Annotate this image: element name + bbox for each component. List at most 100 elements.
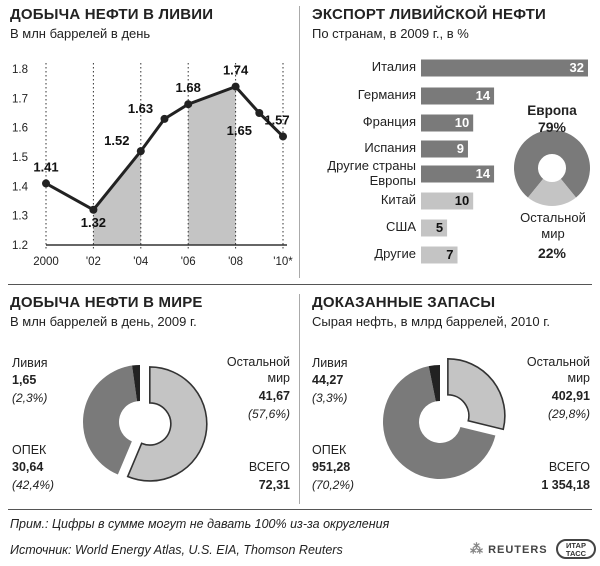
x-tick-labels: 2000 '02 '04 '06 '08 '10*	[33, 256, 293, 268]
data-label: 1.65	[227, 123, 252, 138]
bar-value-label: 7	[446, 247, 454, 262]
bar-value-label: 5	[435, 220, 444, 235]
series-line	[45, 84, 285, 212]
y-tick-label: 1.4	[12, 181, 29, 193]
shaded-periods	[93, 86, 236, 245]
reserves-total-value: 1 354,18	[541, 478, 590, 492]
rest-value: 22%	[537, 245, 567, 261]
world-opec-slice	[82, 365, 138, 475]
data-point	[255, 109, 264, 117]
bar	[421, 59, 588, 77]
world-opec-value: 30,64	[12, 460, 44, 474]
bar	[421, 165, 495, 183]
data-label: 1.32	[81, 215, 106, 230]
data-label: 1.63	[128, 101, 153, 116]
vertical-divider-bottom	[299, 294, 300, 504]
reserves-opec-pct: (70,2%)	[312, 478, 355, 492]
bar-value-label: 9	[456, 141, 464, 156]
data-point	[89, 205, 98, 214]
x-tick-label: 2000	[33, 256, 59, 268]
production-line	[45, 84, 285, 212]
horizontal-divider-middle	[8, 284, 592, 285]
reuters-dots-icon: ⁂	[470, 541, 484, 556]
world-donut-slices	[82, 365, 208, 482]
x-tick-label: '02	[86, 256, 101, 268]
bar-category-label: Италия	[371, 59, 416, 74]
bars	[421, 59, 588, 264]
production-title: ДОБЫЧА НЕФТИ В ЛИВИИ	[10, 6, 214, 23]
reserves-rest-label-1: Остальной	[526, 355, 590, 369]
exports-subtitle: По странам, в 2009 г., в %	[312, 26, 469, 41]
world-libya-slice	[132, 365, 140, 402]
itartass-logo: ИТАР ТАСС	[556, 539, 596, 559]
rest-label: Остальной мир	[520, 210, 586, 241]
reserves-rest-slice	[447, 358, 506, 431]
world-opec-pct: (42,4%)	[12, 478, 55, 492]
y-tick-label: 1.7	[12, 93, 28, 105]
shaded-period-2	[188, 86, 236, 245]
reserves-donut-slices	[382, 358, 506, 479]
bar-value-label: 10	[454, 193, 470, 208]
production-subtitle: В млн баррелей в день	[10, 26, 151, 41]
data-point	[136, 147, 145, 156]
bar-category-label: Другие страны Европы	[327, 158, 416, 188]
x-tick-label: '10*	[273, 256, 293, 268]
y-tick-label: 1.6	[12, 123, 28, 135]
y-tick-labels: 1.2 1.3 1.4 1.5 1.6 1.7 1.8	[12, 64, 29, 252]
bar	[421, 140, 468, 158]
world-title: ДОБЫЧА НЕФТИ В МИРЕ	[10, 294, 203, 311]
world-rest-label-1: Остальной	[226, 355, 290, 369]
reserves-opec-value: 951,28	[312, 460, 351, 474]
data-point	[279, 132, 287, 141]
exports-title: ЭКСПОРТ ЛИВИЙСКОЙ НЕФТИ	[312, 6, 546, 23]
bar-category-label: Франция	[362, 114, 416, 129]
europe-slice	[514, 130, 590, 198]
world-rest-pct: (57,6%)	[247, 407, 290, 421]
y-tick-label: 1.2	[12, 240, 28, 252]
data-points	[42, 82, 287, 214]
bar-value-label: 10	[454, 115, 470, 130]
world-total-value: 72,31	[258, 478, 290, 492]
bar-category-label: Китай	[380, 192, 416, 207]
bar-category-label: Германия	[357, 87, 416, 102]
shaded-period-1	[93, 151, 141, 245]
reserves-title: ДОКАЗАННЫЕ ЗАПАСЫ	[312, 294, 496, 311]
reserves-rest-label-2: мир	[567, 371, 590, 385]
horizontal-divider-footer	[8, 509, 592, 510]
data-point	[231, 82, 240, 91]
bar	[421, 219, 448, 237]
world-libya-label: Ливия	[12, 356, 48, 370]
bar	[421, 246, 458, 264]
reserves-total-label: ВСЕГО	[548, 460, 590, 474]
y-tick-label: 1.8	[12, 64, 28, 76]
bar	[421, 192, 474, 210]
data-label: 1.57	[264, 112, 289, 127]
reserves-rest-value: 402,91	[551, 389, 590, 403]
data-labels: 1.41 1.32 1.52 1.63 1.68 1.74 1.65 1.57	[33, 63, 289, 230]
reserves-libya-slice	[428, 365, 440, 402]
data-label: 1.74	[223, 63, 249, 78]
bar-value-label: 32	[569, 60, 584, 75]
data-point	[160, 114, 169, 123]
reserves-opec-slice	[382, 366, 496, 479]
reserves-opec-label: ОПЕК	[312, 443, 347, 457]
data-point	[184, 100, 193, 109]
bar	[421, 87, 495, 105]
world-rest-label-2: мир	[267, 371, 290, 385]
bar	[421, 114, 474, 132]
bar-value-label: 14	[475, 166, 491, 181]
vertical-divider-top	[299, 6, 300, 278]
rest-slice	[527, 178, 577, 206]
x-tick-label: '08	[228, 256, 243, 268]
reserves-rest-pct: (29,8%)	[547, 407, 590, 421]
world-rest-slice	[126, 366, 208, 482]
bar-category-label: Другие	[374, 246, 416, 261]
footer-source: Источник: World Energy Atlas, U.S. EIA, …	[10, 543, 343, 557]
world-rest-value: 41,67	[258, 389, 290, 403]
data-label: 1.52	[104, 133, 129, 148]
world-libya-pct: (2,3%)	[12, 391, 48, 405]
